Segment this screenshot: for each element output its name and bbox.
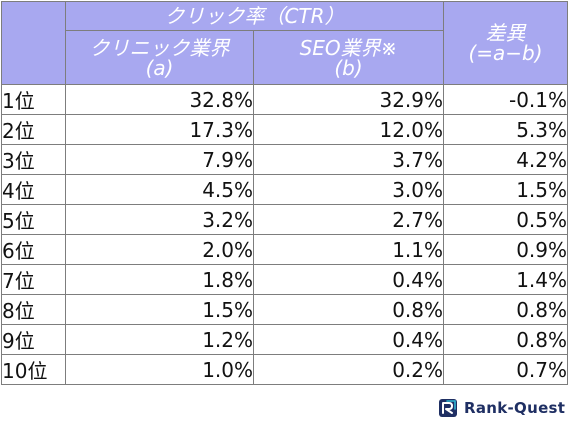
rank-cell: 3位: [1, 144, 66, 175]
rank-cell: 10位: [1, 354, 66, 385]
diff-cell: 0.8%: [443, 324, 569, 355]
table-row: 10位 1.0% 0.2% 0.7%: [1, 354, 569, 385]
table-row: 6位 2.0% 1.1% 0.9%: [1, 234, 569, 265]
clinic-ctr-cell: 2.0%: [65, 234, 254, 265]
rank-cell: 8位: [1, 294, 66, 325]
clinic-ctr-cell: 3.2%: [65, 204, 254, 235]
seo-industry-header: SEO業界※ (b): [252, 30, 445, 85]
rank-cell: 1位: [1, 84, 66, 115]
ctr-group-header: クリック率（CTR）: [64, 1, 445, 31]
seo-ctr-cell: 1.1%: [252, 234, 445, 265]
clinic-ctr-cell: 4.5%: [65, 174, 254, 205]
table-row: 9位 1.2% 0.4% 0.8%: [1, 324, 569, 355]
seo-ctr-cell: 32.9%: [252, 84, 445, 115]
seo-ctr-cell: 3.0%: [252, 174, 445, 205]
diff-cell: 0.5%: [443, 204, 569, 235]
rank-quest-wordmark: Rank-Quest: [464, 399, 566, 417]
clinic-ctr-cell: 7.9%: [65, 144, 254, 175]
clinic-ctr-cell: 17.3%: [65, 114, 254, 145]
clinic-ctr-cell: 1.8%: [65, 264, 254, 295]
diff-cell: 5.3%: [443, 114, 569, 145]
clinic-ctr-cell: 1.5%: [65, 294, 254, 325]
seo-ctr-cell: 0.2%: [252, 354, 445, 385]
seo-ctr-cell: 2.7%: [252, 204, 445, 235]
clinic-ctr-cell: 1.0%: [65, 354, 254, 385]
rank-quest-logo: Rank-Quest: [438, 398, 565, 418]
rank-header-cell: [1, 1, 66, 85]
clinic-ctr-cell: 1.2%: [65, 324, 254, 355]
table-row: 3位 7.9% 3.7% 4.2%: [1, 144, 569, 175]
diff-cell: 1.4%: [443, 264, 569, 295]
seo-industry-label: SEO業界※: [299, 35, 398, 60]
seo-ctr-cell: 0.8%: [252, 294, 445, 325]
diff-cell: -0.1%: [443, 84, 569, 115]
table-row: 8位 1.5% 0.8% 0.8%: [1, 294, 569, 325]
diff-cell: 0.8%: [443, 294, 569, 325]
seo-ctr-cell: 12.0%: [252, 114, 445, 145]
seo-ctr-cell: 3.7%: [252, 144, 445, 175]
rank-cell: 5位: [1, 204, 66, 235]
rank-cell: 6位: [1, 234, 66, 265]
table-row: 1位 32.8% 32.9% -0.1%: [1, 84, 569, 115]
diff-cell: 0.7%: [443, 354, 569, 385]
diff-cell: 4.2%: [443, 144, 569, 175]
diff-header-label: 差異: [485, 21, 526, 45]
clinic-industry-key: (a): [145, 55, 174, 80]
seo-industry-key: (b): [334, 55, 363, 80]
clinic-industry-header: クリニック業界 (a): [65, 30, 254, 85]
diff-cell: 0.9%: [443, 234, 569, 265]
clinic-ctr-cell: 32.8%: [65, 84, 254, 115]
table-row: 7位 1.8% 0.4% 1.4%: [1, 264, 569, 295]
table-row: 5位 3.2% 2.7% 0.5%: [1, 204, 569, 235]
diff-cell: 1.5%: [443, 174, 569, 205]
diff-header: 差異 (=a−b): [443, 1, 569, 85]
rank-cell: 2位: [1, 114, 66, 145]
rank-cell: 7位: [1, 264, 66, 295]
rank-quest-logo-icon: [439, 399, 457, 417]
table-row: 2位 17.3% 12.0% 5.3%: [1, 114, 569, 145]
clinic-industry-label: クリニック業界: [89, 35, 230, 60]
ctr-comparison-table: クリック率（CTR） 差異 (=a−b) クリニック業界 (a) SEO業界※ …: [1, 1, 569, 385]
diff-header-formula: (=a−b): [468, 41, 543, 65]
seo-ctr-cell: 0.4%: [252, 264, 445, 295]
rank-cell: 9位: [1, 324, 66, 355]
rank-cell: 4位: [1, 174, 66, 205]
seo-ctr-cell: 0.4%: [252, 324, 445, 355]
table-row: 4位 4.5% 3.0% 1.5%: [1, 174, 569, 205]
